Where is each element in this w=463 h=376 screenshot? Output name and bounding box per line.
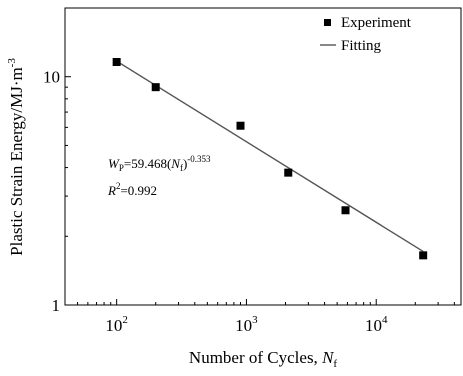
legend-marker-experiment	[324, 19, 331, 26]
experiment-point	[341, 206, 350, 215]
experiment-point	[419, 251, 428, 260]
experiment-point	[151, 83, 160, 92]
y-axis-title: Plastic Strain Energy/MJ·m-3	[6, 58, 26, 256]
fit-line	[116, 60, 424, 253]
axis-ticks	[64, 7, 455, 306]
experiment-point	[112, 58, 121, 67]
equation-annotation: WP=59.468(Nf)-0.353	[108, 154, 211, 173]
x-tick-label: 102	[105, 314, 128, 335]
legend-label-fitting: Fitting	[341, 38, 382, 54]
experiment-point	[236, 121, 245, 130]
plot-frame	[64, 7, 462, 306]
experiment-point	[284, 168, 293, 177]
experiment-series	[112, 58, 428, 260]
r-squared-annotation: R2=0.992	[107, 181, 157, 198]
legend: Experiment Fitting	[320, 15, 412, 54]
fit-series	[116, 60, 424, 253]
x-tick-label: 103	[235, 314, 258, 335]
y-tick-label: 1	[52, 296, 61, 315]
x-axis-title: Number of Cycles, Nf	[189, 348, 337, 370]
y-tick-labels: 1 10	[43, 68, 60, 315]
legend-label-experiment: Experiment	[341, 15, 412, 31]
x-tick-label: 104	[365, 314, 388, 335]
x-tick-labels: 102 103 104	[105, 314, 388, 335]
y-tick-label: 10	[43, 68, 60, 87]
